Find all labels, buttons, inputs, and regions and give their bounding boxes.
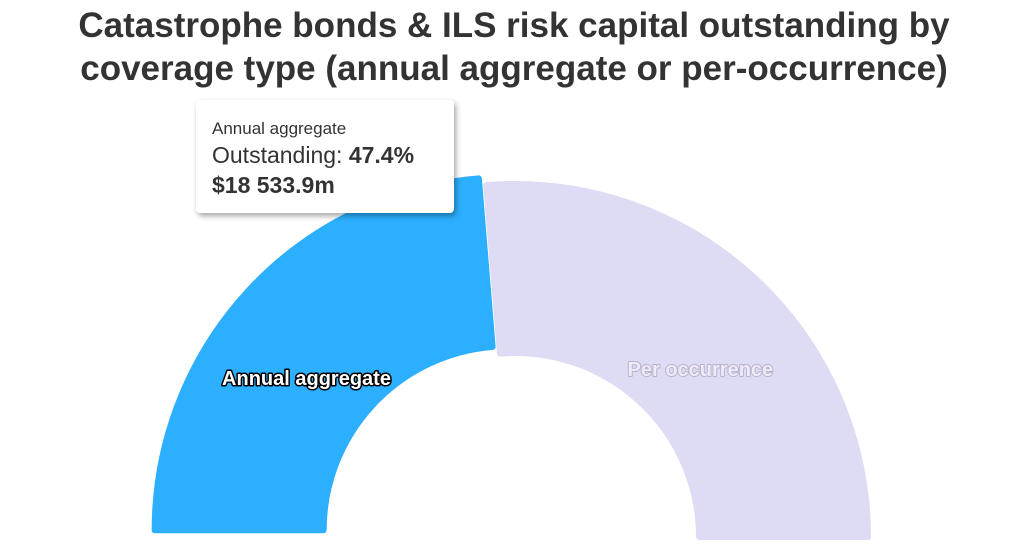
- tooltip-percent: 47.4%: [348, 142, 415, 168]
- slice-per-occurrence[interactable]: [483, 181, 871, 540]
- data-label: Per occurrence: [628, 359, 774, 381]
- tooltip-value: $18 533.9m: [212, 172, 335, 198]
- tooltip: Annual aggregate Outstanding: 47.4% $18 …: [196, 100, 454, 213]
- tooltip-label: Outstanding:: [212, 142, 349, 168]
- data-label: Annual aggregate: [222, 368, 391, 390]
- chart-title: Catastrophe bonds & ILS risk capital out…: [78, 6, 950, 88]
- tooltip-line: Outstanding: 47.4%: [212, 140, 454, 170]
- slice-annual-aggregate[interactable]: [151, 175, 496, 534]
- tooltip-series-name: Annual aggregate: [212, 119, 347, 138]
